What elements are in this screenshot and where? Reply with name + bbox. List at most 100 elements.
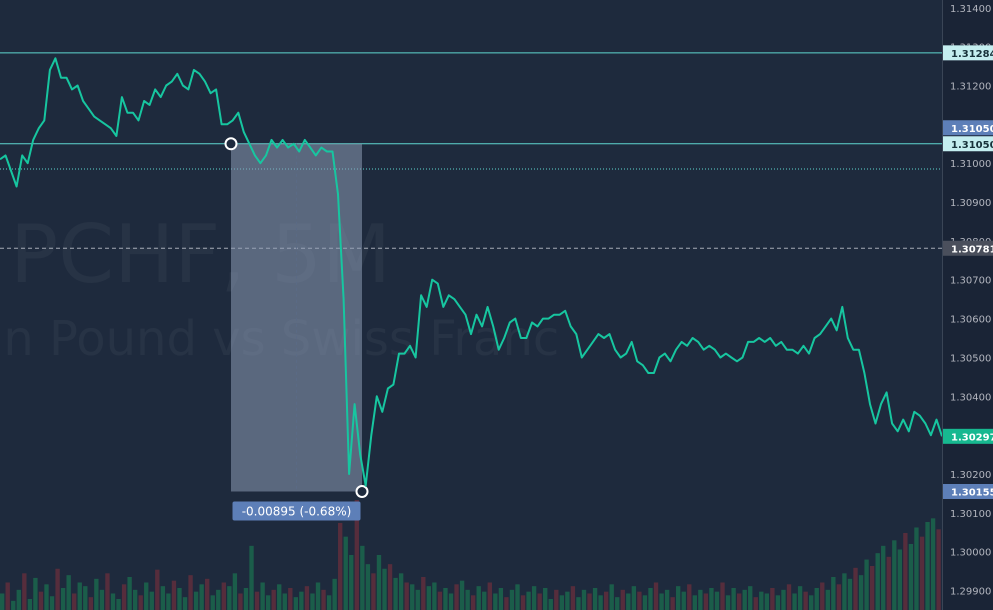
- volume-bar: [615, 597, 620, 610]
- volume-bar: [77, 582, 82, 610]
- price-point: [304, 139, 306, 141]
- volume-bar: [709, 588, 714, 610]
- price-point: [875, 423, 877, 425]
- axis-tag-label: 1.30297: [951, 432, 993, 443]
- price-point: [886, 392, 888, 394]
- volume-bar: [681, 591, 686, 610]
- axis-tick-label: 1.31200: [950, 81, 991, 92]
- measure-start-handle[interactable]: [224, 137, 238, 151]
- price-point: [692, 337, 694, 339]
- price-point: [348, 473, 350, 475]
- price-point: [21, 155, 23, 157]
- volume-bar: [853, 567, 858, 610]
- volume-bar: [687, 584, 692, 610]
- price-point: [564, 310, 566, 312]
- price-point: [825, 326, 827, 328]
- price-point: [758, 337, 760, 339]
- price-point: [531, 322, 533, 324]
- axis-panel[interactable]: [942, 0, 993, 610]
- price-point: [936, 419, 938, 421]
- price-point: [736, 361, 738, 363]
- price-point: [160, 96, 162, 98]
- volume-bar: [803, 591, 808, 610]
- volume-bar: [864, 559, 869, 610]
- price-point: [753, 341, 755, 343]
- price-point: [298, 151, 300, 153]
- measure-end-handle[interactable]: [355, 484, 369, 498]
- price-point: [897, 431, 899, 433]
- price-point: [359, 454, 361, 456]
- price-point: [238, 112, 240, 114]
- horizontal-lines[interactable]: [0, 52, 942, 249]
- price-point: [842, 306, 844, 308]
- price-point: [326, 151, 328, 153]
- price-point: [77, 85, 79, 87]
- axis-tag-label: 1.31284: [951, 49, 993, 60]
- volume-bar: [83, 586, 88, 610]
- price-point: [653, 372, 655, 374]
- price-point: [171, 81, 173, 83]
- price-point: [880, 403, 882, 405]
- volume-bar: [410, 584, 415, 610]
- volume-bar: [387, 564, 393, 610]
- price-point: [764, 341, 766, 343]
- volume-bar: [587, 593, 592, 610]
- volume-bar: [914, 527, 919, 610]
- volume-bar: [831, 577, 836, 610]
- price-point: [110, 127, 112, 129]
- price-point: [398, 353, 400, 355]
- volume-bar: [692, 595, 697, 610]
- price-axis[interactable]: 1.314001.313001.312001.311001.310001.309…: [942, 0, 993, 610]
- price-point: [869, 403, 871, 405]
- price-point: [177, 73, 179, 75]
- volume-bar: [415, 589, 420, 610]
- price-point: [509, 322, 511, 324]
- price-point: [260, 162, 262, 164]
- price-point: [587, 349, 589, 351]
- volume-bar: [271, 589, 276, 610]
- volume-bar: [210, 595, 215, 610]
- volume-bar: [371, 573, 376, 610]
- volume-bar: [598, 595, 603, 610]
- price-point: [343, 298, 345, 300]
- volume-bar: [664, 589, 670, 610]
- price-point: [454, 298, 456, 300]
- price-point: [365, 485, 367, 487]
- volume-bar: [382, 568, 387, 610]
- volume-bar: [753, 597, 758, 610]
- volume-bar: [509, 589, 515, 610]
- price-point: [642, 364, 644, 366]
- axis-tick-label: 1.30600: [950, 315, 991, 326]
- volume-bar: [227, 586, 232, 610]
- volume-bar: [27, 599, 33, 610]
- volume-bar: [476, 586, 481, 610]
- volume-bar: [648, 588, 653, 610]
- price-point: [747, 341, 749, 343]
- volume-bar: [105, 573, 110, 610]
- volume-bar: [565, 591, 570, 610]
- volume-bar: [177, 588, 182, 610]
- price-point: [830, 318, 832, 320]
- price-point: [548, 318, 550, 320]
- volume-bar: [919, 536, 925, 610]
- axis-tick-label: 1.30500: [950, 353, 991, 364]
- price-point: [520, 337, 522, 339]
- price-range-measure[interactable]: -0.00895 (-0.68%): [224, 137, 369, 521]
- volume-bar: [260, 582, 265, 610]
- price-point: [714, 349, 716, 351]
- price-point: [487, 306, 489, 308]
- volume-bar: [620, 589, 625, 610]
- price-point: [66, 77, 68, 79]
- price-point: [420, 295, 422, 297]
- price-point: [38, 127, 40, 129]
- volume-bar: [736, 593, 742, 610]
- price-point: [448, 295, 450, 297]
- volume-bar: [277, 584, 282, 610]
- price-point: [814, 337, 816, 339]
- price-point: [138, 120, 140, 122]
- price-point: [371, 434, 373, 436]
- volume-bar: [543, 588, 548, 610]
- volume-bar: [493, 593, 498, 610]
